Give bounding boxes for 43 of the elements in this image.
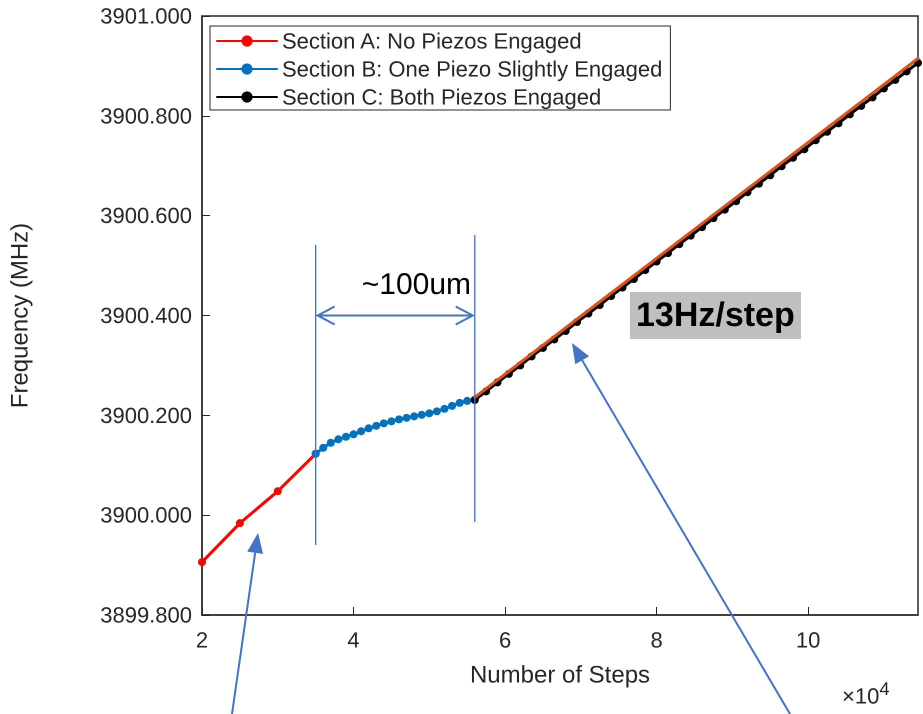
point <box>372 422 380 430</box>
y-tick-label: 3900.200 <box>100 402 192 428</box>
point <box>380 419 388 428</box>
point <box>326 438 335 447</box>
x-tick-label: 10 <box>796 628 820 652</box>
y-tick-label: 3899.800 <box>100 602 192 628</box>
x-tick-label: 6 <box>498 628 512 652</box>
point <box>395 415 403 424</box>
point <box>236 519 244 528</box>
y-tick-label: 3900.400 <box>100 303 192 328</box>
x-axis-title: Number of Steps <box>470 662 650 688</box>
annotation: 13Hz/step <box>630 292 801 339</box>
point <box>387 417 396 426</box>
y-tick-label: 3900.000 <box>100 502 192 528</box>
point <box>342 432 350 441</box>
point <box>418 410 426 419</box>
point <box>425 409 434 418</box>
point <box>364 424 373 432</box>
point <box>440 404 448 413</box>
legend-label: Section C: Both Piezos Engaged <box>282 84 602 110</box>
legend-label: Section A: No Piezos Engaged <box>282 28 582 54</box>
point <box>456 398 464 407</box>
point <box>402 414 411 422</box>
x-tick-label: 8 <box>650 628 663 652</box>
text: ×10$^{4}$ <box>842 678 890 710</box>
y-axis-title: Frequency (MHz) <box>6 222 34 408</box>
point <box>448 402 456 410</box>
point <box>357 427 366 436</box>
point <box>410 412 418 420</box>
point <box>350 430 358 438</box>
point <box>432 407 441 416</box>
point <box>198 558 206 566</box>
point <box>334 435 342 444</box>
point <box>274 487 282 496</box>
y-tick-label: 3901.000 <box>100 4 192 28</box>
point <box>319 444 328 452</box>
y-tick-label: 3900.600 <box>100 203 192 228</box>
legend-label: Section B: One Piezo Slightly Engaged <box>282 56 662 82</box>
y-tick-label: 3900.800 <box>100 103 192 128</box>
annotation: ~100um <box>362 268 471 302</box>
x-tick-label: 2 <box>196 628 208 652</box>
x-tick-label: 4 <box>347 628 360 652</box>
point <box>463 396 472 405</box>
